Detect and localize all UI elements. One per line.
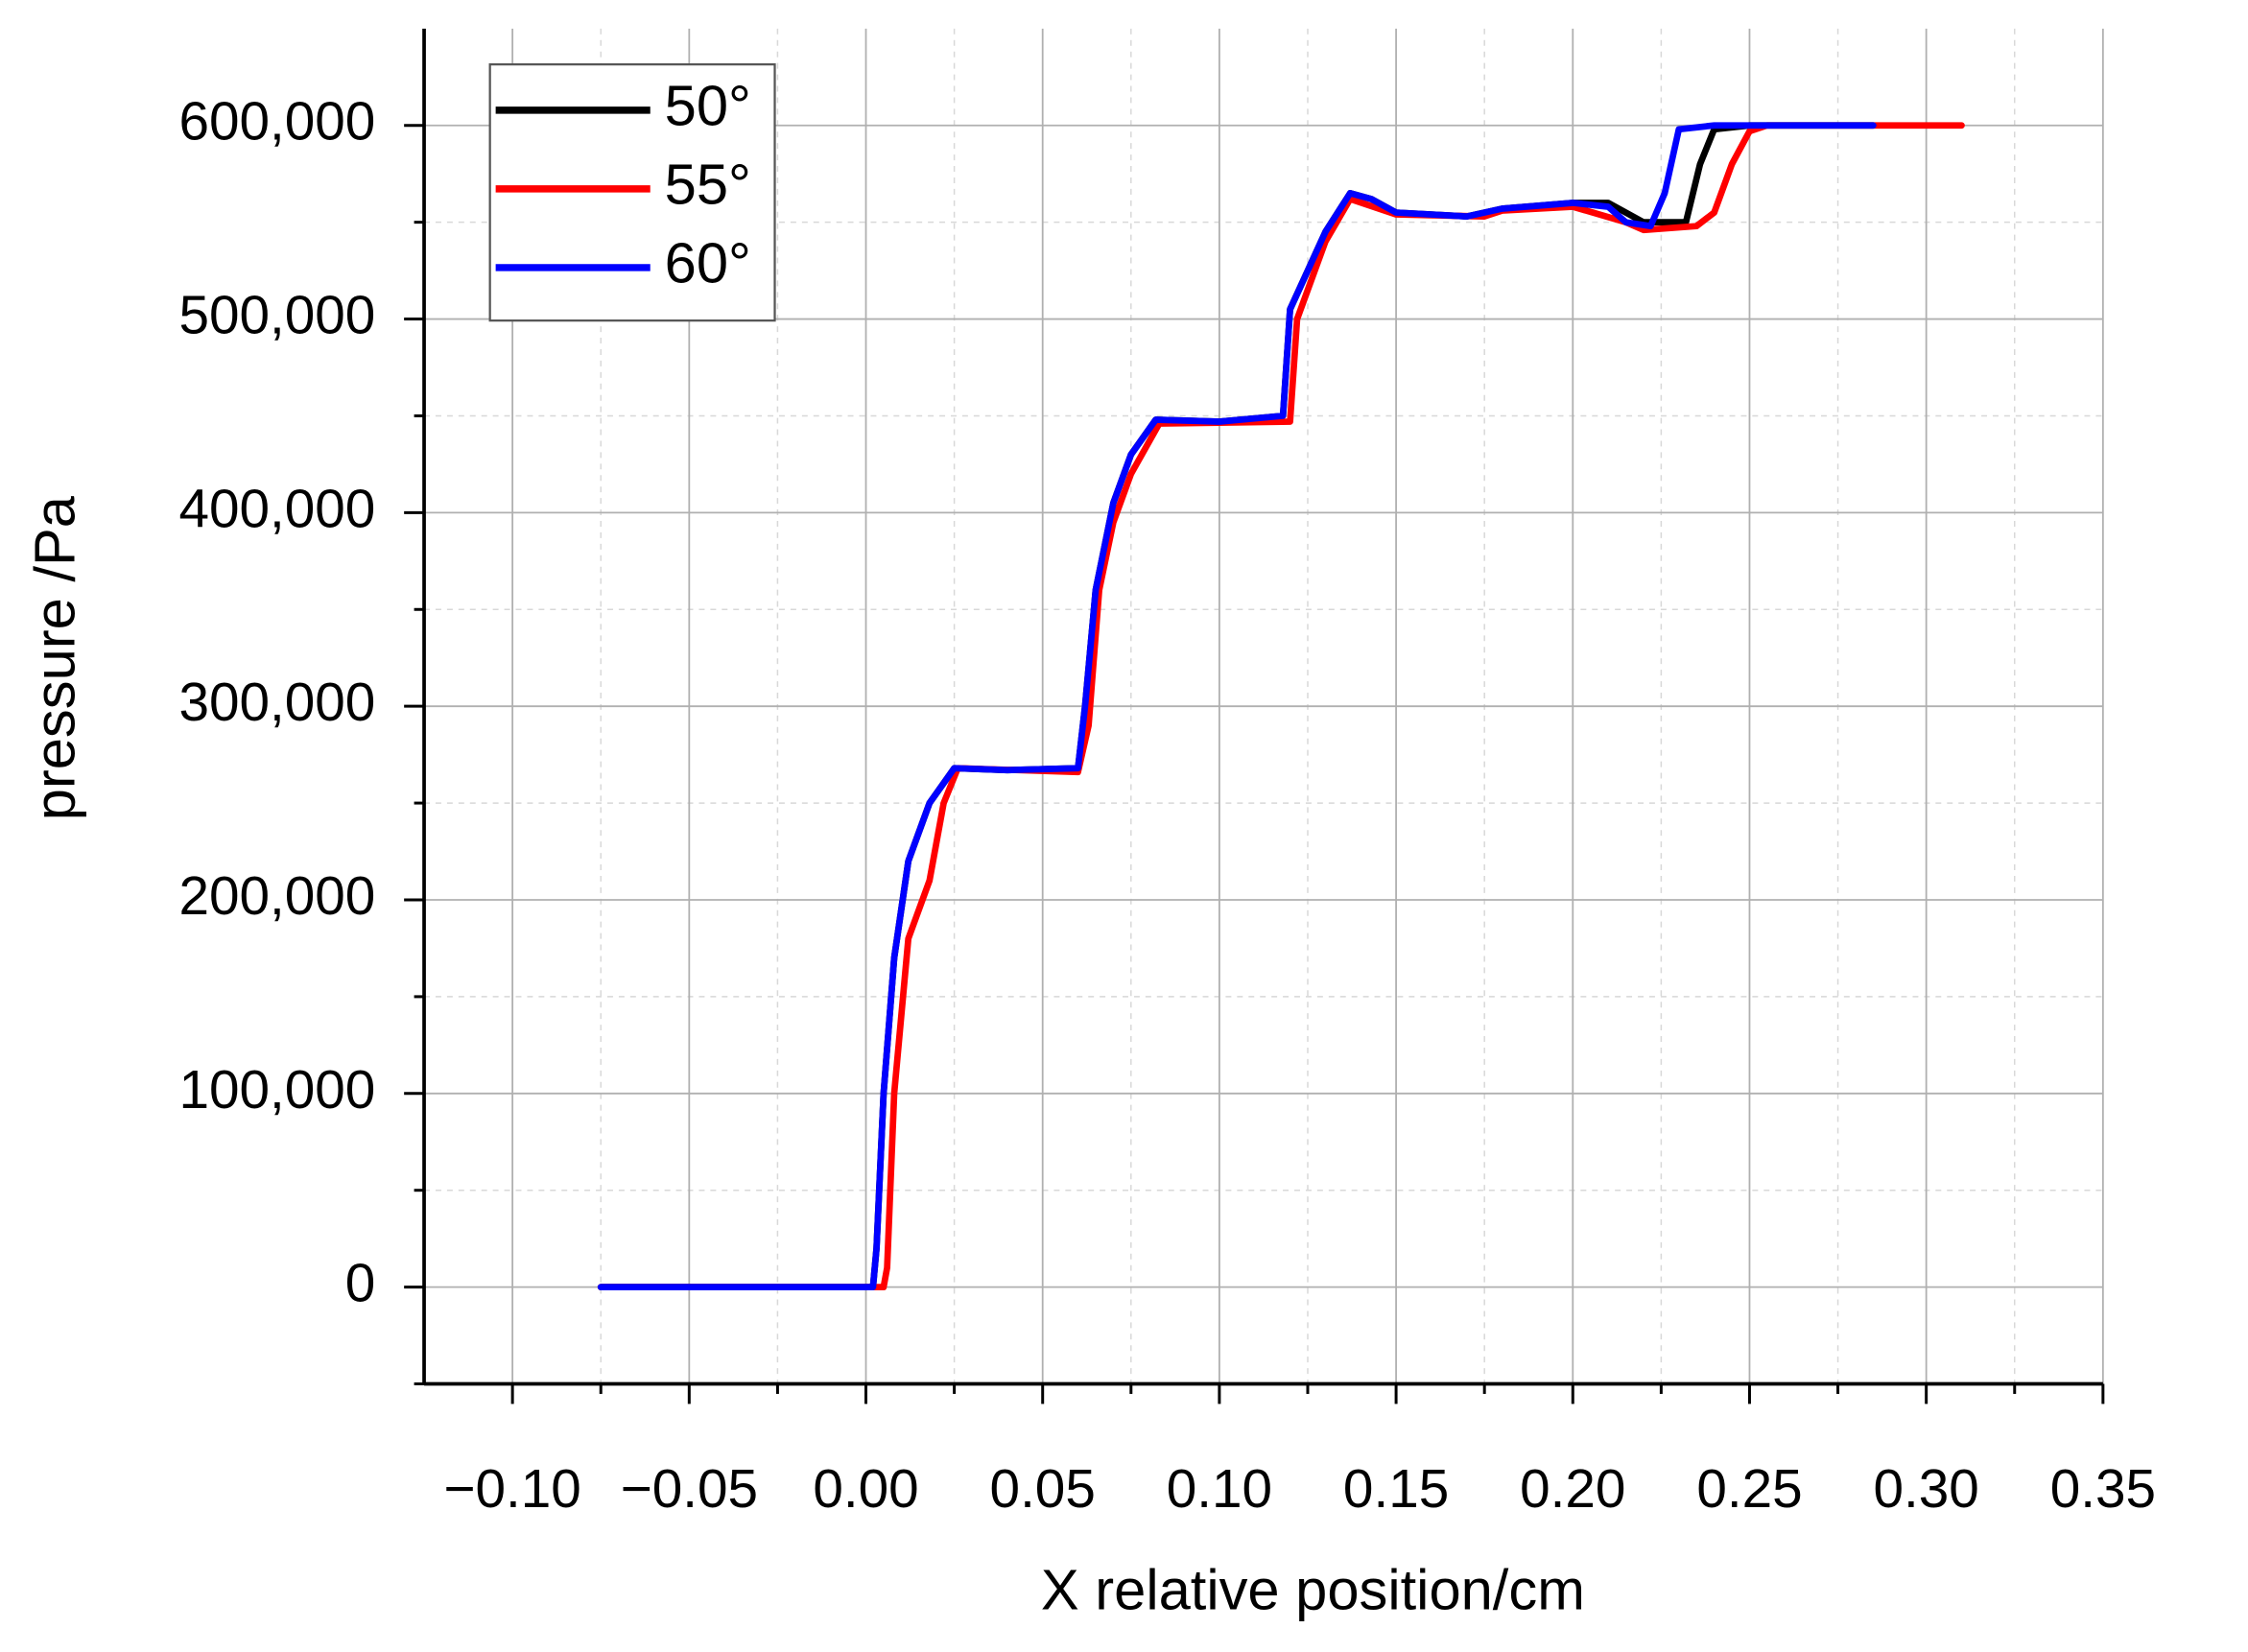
legend: 50° 55° 60° <box>488 63 776 322</box>
y-tick-label: 300,000 <box>178 673 375 733</box>
y-axis-title: pressure /Pa <box>22 495 86 820</box>
series-line <box>597 122 1965 1290</box>
y-tick-label: 400,000 <box>178 479 375 539</box>
legend-label: 60° <box>665 231 751 295</box>
y-tick-label: 600,000 <box>178 92 375 153</box>
y-tick-label: 0 <box>345 1254 376 1314</box>
x-axis-title: X relative position/cm <box>1041 1558 1585 1622</box>
plot-lines <box>597 122 1965 1290</box>
x-tick-label: 0.10 <box>1167 1459 1272 1520</box>
x-tick-label: −0.10 <box>443 1459 580 1520</box>
series-line <box>597 122 1877 1290</box>
x-tick-label: −0.05 <box>621 1459 758 1520</box>
y-tick-label: 500,000 <box>178 286 375 346</box>
x-tick-label: 0.20 <box>1520 1459 1625 1520</box>
x-tick-label: 0.35 <box>2050 1459 2156 1520</box>
y-tick-label: 100,000 <box>178 1060 375 1121</box>
axes: −0.10 −0.05 0.00 0.05 0.10 0.15 0.20 0.25 0.30 0.… <box>178 28 2156 1520</box>
x-tick-label: 0.15 <box>1343 1459 1449 1520</box>
x-tick-label: 0.05 <box>990 1459 1096 1520</box>
x-tick-label: 0.00 <box>813 1459 918 1520</box>
legend-label: 55° <box>665 153 751 217</box>
x-tick-label: 0.30 <box>1874 1459 1979 1520</box>
x-tick-label: 0.25 <box>1696 1459 1802 1520</box>
y-tick-label: 200,000 <box>178 866 375 927</box>
legend-label: 50° <box>665 74 751 138</box>
